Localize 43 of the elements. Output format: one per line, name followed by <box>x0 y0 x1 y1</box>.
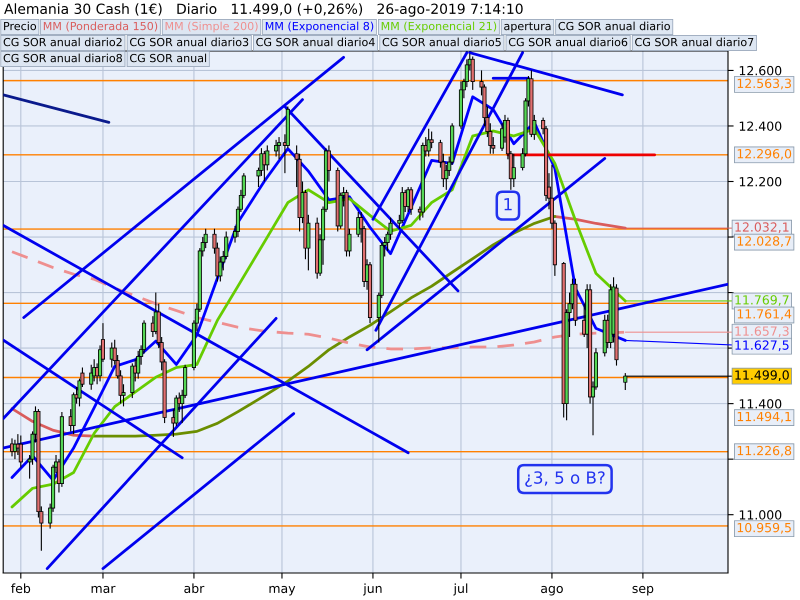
ref-line-label: 11.226,8 <box>738 446 792 457</box>
x-tick-label: jul <box>453 583 468 596</box>
text: MM (Exponencial 21) <box>382 22 496 32</box>
ref-line-label: 12.028,7 <box>738 236 791 248</box>
data-label: 11.769,7 <box>735 295 789 306</box>
text: CG SOR anual diario2 <box>4 38 122 46</box>
text: CG SOR anual diario6 <box>508 38 628 46</box>
annotation: CG SOR anual diario8 <box>4 54 122 62</box>
x-tick-label: jun <box>363 583 382 596</box>
ref-line-label: 12.563,3 <box>738 78 791 90</box>
text: CG SOR anual diario7 <box>635 38 754 46</box>
y-tick-label: 12.200 <box>740 176 782 186</box>
y-tick-label: 12.400 <box>740 121 782 131</box>
text: CG SOR anual diario3 <box>130 38 248 46</box>
y-tick-label: 11.000 <box>740 510 782 520</box>
data-label: 11.627,5 <box>735 340 789 352</box>
annotation: CG SOR anual <box>130 54 206 62</box>
ref-line-label: 10.959,5 <box>738 522 791 534</box>
x-tick-label: mar <box>92 586 116 594</box>
text: MM (Simple 200) <box>166 22 258 32</box>
text: CG SOR anual diario <box>558 22 670 30</box>
x-tick-label: sep <box>632 586 654 596</box>
data-label: 12.032,1 <box>735 222 789 234</box>
chart-title: Alemania 30 Cash (1€) Diario 11.499,0 (+0,26%) 26-ago-2019 7:14:10 <box>4 3 523 17</box>
annotation: ¿3, 5 o B? <box>525 471 605 487</box>
text: CG SOR anual diario5 <box>382 38 501 46</box>
annotation: 1 <box>504 198 512 210</box>
text: Precio <box>4 22 36 30</box>
text: MM (Exponencial 8) <box>266 22 374 32</box>
text: apertura <box>504 22 551 32</box>
annotation: 11.499,0 <box>735 370 789 382</box>
data-label: 11.657,3 <box>735 326 789 338</box>
text: CG SOR anual diario4 <box>256 38 375 46</box>
x-tick-label: ago <box>541 586 563 596</box>
ref-line-label: 11.494,1 <box>738 412 791 423</box>
x-tick-label: may <box>269 586 296 596</box>
x-tick-label: feb <box>11 583 30 594</box>
y-tick-label: 11.400 <box>740 399 782 409</box>
x-tick-label: abr <box>184 583 204 594</box>
text: MM (Ponderada 150) <box>44 22 158 32</box>
y-tick-label: 12.600 <box>740 66 782 76</box>
ref-line-label: 12.296,0 <box>738 149 792 160</box>
ref-line-label: 11.761,4 <box>738 309 792 320</box>
